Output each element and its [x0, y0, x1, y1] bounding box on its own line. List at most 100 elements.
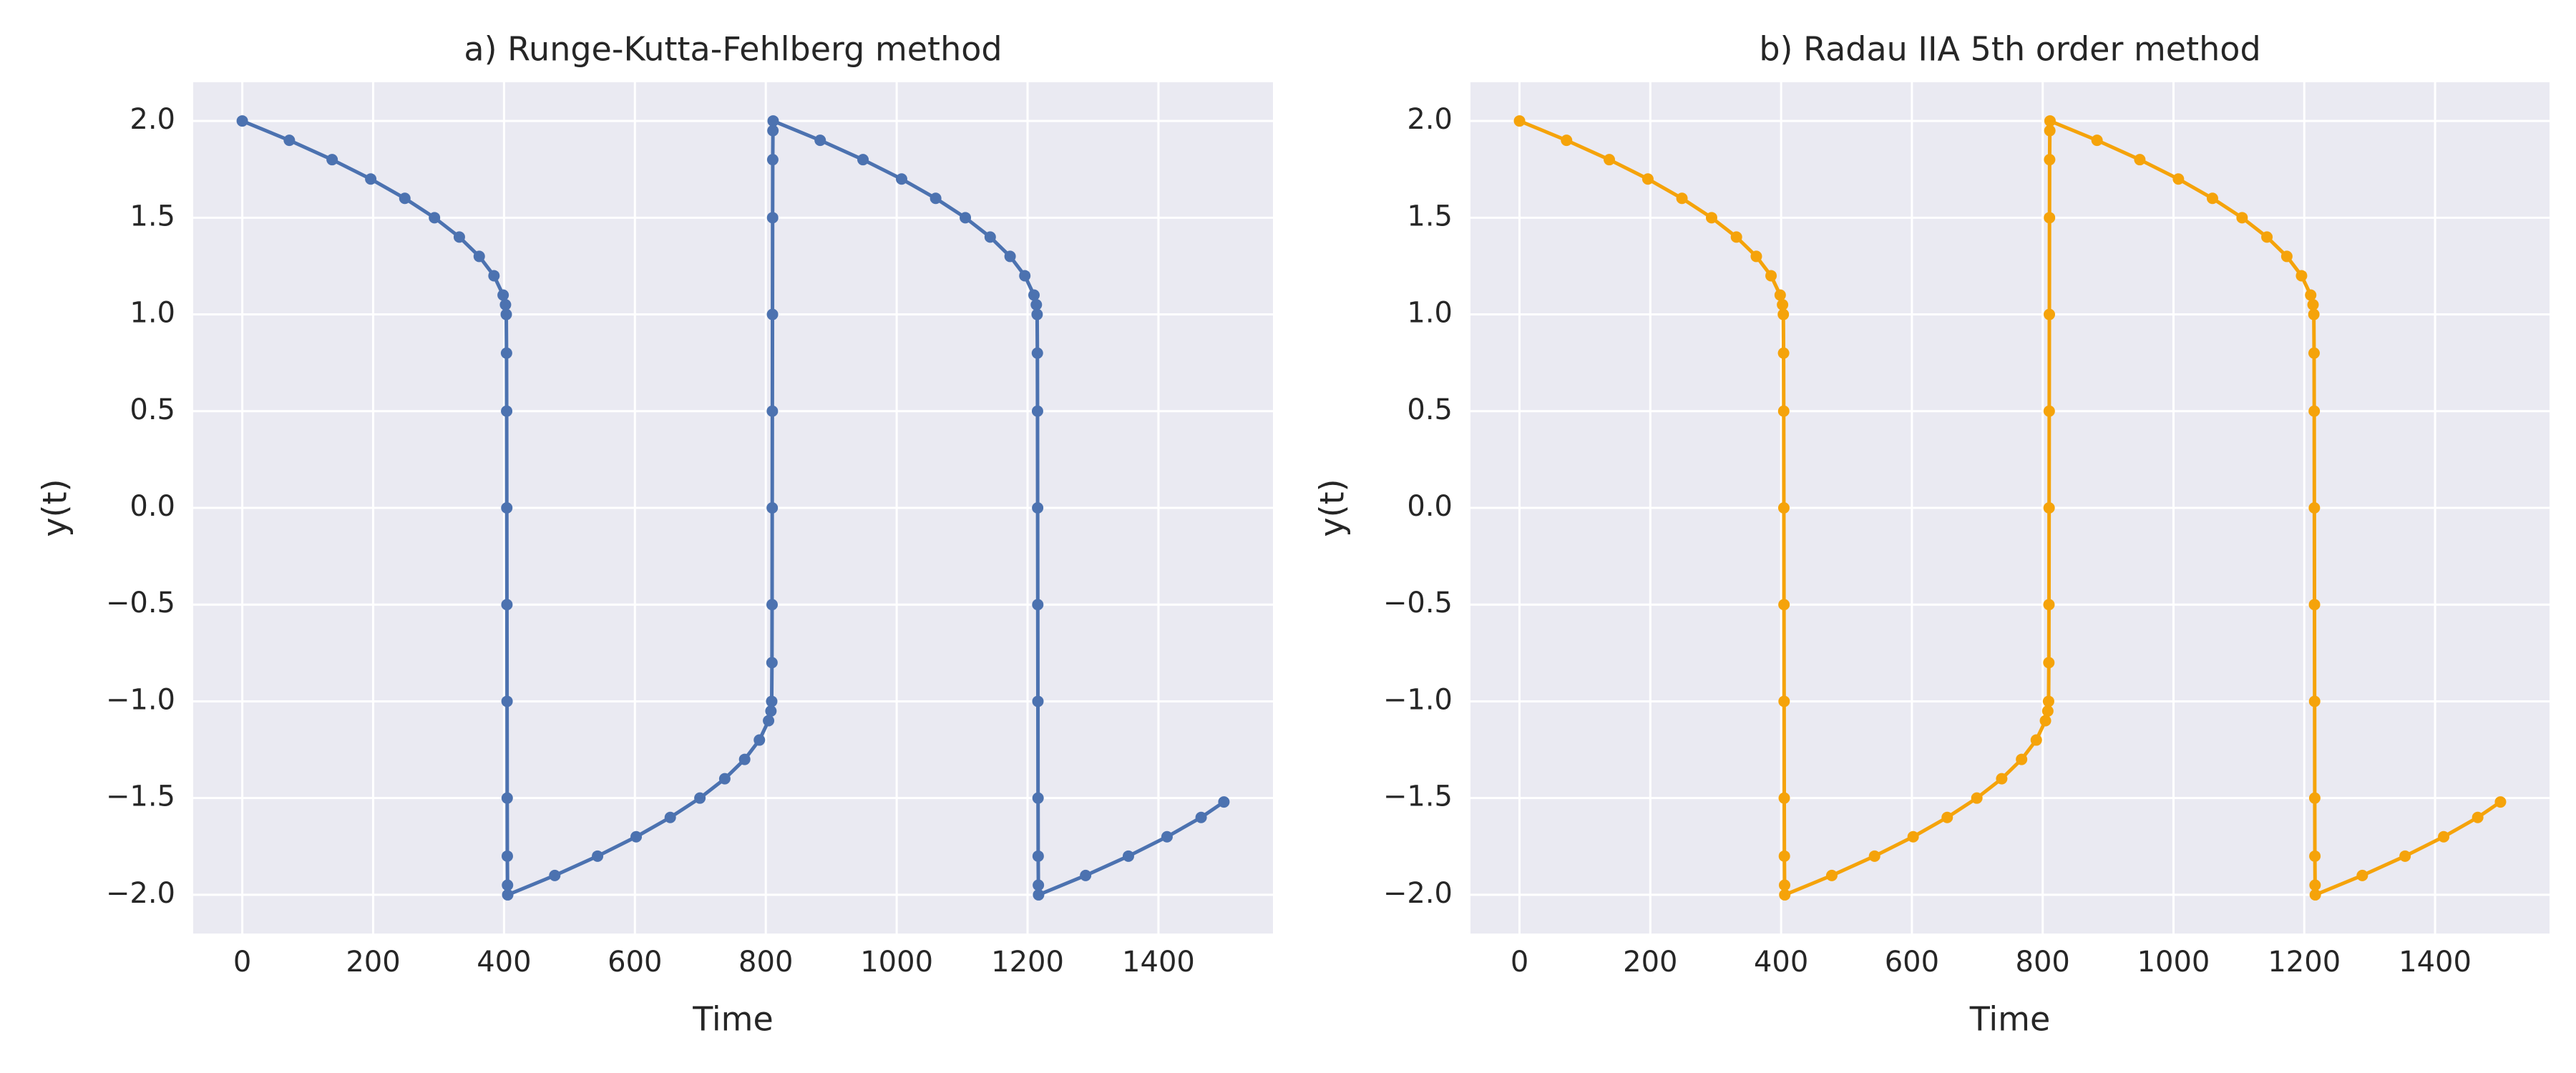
data-marker [1996, 773, 2008, 785]
data-marker [501, 695, 513, 707]
data-marker [1825, 869, 1838, 881]
data-marker [326, 154, 338, 166]
data-marker [365, 173, 377, 185]
data-marker [1941, 811, 1953, 823]
data-marker [2044, 154, 2056, 166]
y-tick-label: 1.0 [1407, 297, 1453, 330]
data-marker [738, 753, 751, 765]
data-marker [2280, 250, 2293, 263]
y-tick-label: 2.0 [1407, 103, 1453, 136]
data-marker [2308, 695, 2321, 707]
data-marker [1122, 850, 1134, 862]
y-tick-label: 0.5 [1407, 393, 1453, 426]
data-marker [2296, 270, 2308, 282]
data-marker [501, 405, 513, 417]
data-marker [1777, 308, 1790, 320]
x-tick-label: 600 [1885, 946, 1939, 979]
data-marker [1218, 796, 1230, 808]
data-marker [766, 502, 779, 514]
data-marker [984, 231, 996, 243]
data-marker [2041, 705, 2054, 717]
data-marker [501, 502, 513, 514]
x-tick-label: 800 [2016, 946, 2070, 979]
series [1513, 115, 2507, 901]
data-marker [1705, 212, 1717, 224]
data-marker [1779, 888, 1791, 901]
data-marker [960, 212, 972, 224]
data-marker [502, 879, 514, 891]
data-marker [1907, 831, 1919, 843]
data-marker [767, 115, 779, 127]
x-tick-label: 1200 [2268, 946, 2341, 979]
data-marker [1004, 250, 1016, 263]
data-marker [1774, 289, 1786, 301]
data-marker [1032, 599, 1044, 611]
data-marker [1033, 879, 1045, 891]
data-marker [1028, 289, 1040, 301]
data-marker [2308, 599, 2321, 611]
data-marker [2308, 405, 2321, 417]
data-marker [1161, 831, 1173, 843]
data-marker [814, 134, 826, 147]
data-marker [2309, 888, 2321, 901]
x-tick-label: 1400 [2399, 946, 2472, 979]
data-marker [2043, 657, 2055, 669]
data-marker [2309, 850, 2321, 862]
data-marker [1730, 231, 1742, 243]
data-marker [2039, 715, 2051, 727]
x-axis-label: Time [692, 1000, 774, 1039]
subplot: 0 200 400 600 800 1000 1200 1400 −2.0 −1.5 −1.0 −0.… [36, 30, 1273, 1039]
data-marker [2356, 869, 2368, 881]
data-marker [1019, 270, 1031, 282]
y-tick-label: −1.5 [106, 780, 175, 813]
x-tick-label: 1000 [2137, 946, 2210, 979]
data-marker [2308, 347, 2320, 359]
data-marker [1868, 850, 1880, 862]
data-marker [2308, 792, 2321, 804]
data-marker [1513, 115, 1526, 127]
data-marker [2172, 173, 2185, 185]
data-marker [1778, 792, 1790, 804]
data-marker [501, 792, 513, 804]
x-tick-label: 600 [608, 946, 662, 979]
data-marker [1778, 850, 1790, 862]
data-marker [500, 347, 512, 359]
x-tick-label: 800 [738, 946, 793, 979]
x-tick-label: 0 [1511, 946, 1528, 979]
data-marker [857, 154, 869, 166]
data-marker [2438, 831, 2450, 843]
data-marker [1676, 192, 1688, 205]
data-marker [1641, 173, 1654, 185]
data-marker [2016, 753, 2028, 765]
x-tick-label: 1400 [1122, 946, 1195, 979]
data-marker [501, 599, 513, 611]
data-marker [497, 289, 509, 301]
data-marker [2044, 115, 2056, 127]
y-tick-label: 1.5 [130, 200, 175, 232]
data-marker [2044, 212, 2056, 224]
data-marker [2044, 308, 2056, 320]
data-marker [1777, 299, 1789, 311]
chart-title: b) Radau IIA 5th order method [1759, 30, 2260, 69]
data-marker [766, 308, 779, 320]
data-marker [763, 715, 775, 727]
data-marker [753, 734, 766, 746]
data-marker [2091, 134, 2103, 147]
data-marker [2309, 879, 2321, 891]
data-marker [549, 869, 561, 881]
data-marker [1031, 308, 1043, 320]
data-marker [2494, 796, 2507, 808]
data-marker [1750, 250, 1762, 263]
data-marker [694, 792, 706, 804]
y-tick-label: 0.0 [1407, 490, 1453, 523]
data-marker [2030, 734, 2042, 746]
y-tick-label: −1.0 [106, 683, 175, 716]
data-marker [2399, 850, 2411, 862]
x-tick-label: 0 [233, 946, 251, 979]
y-axis-label: y(t) [1313, 479, 1352, 536]
data-marker [1765, 270, 1777, 282]
data-marker [500, 308, 512, 320]
y-tick-label: 1.5 [1407, 200, 1453, 232]
